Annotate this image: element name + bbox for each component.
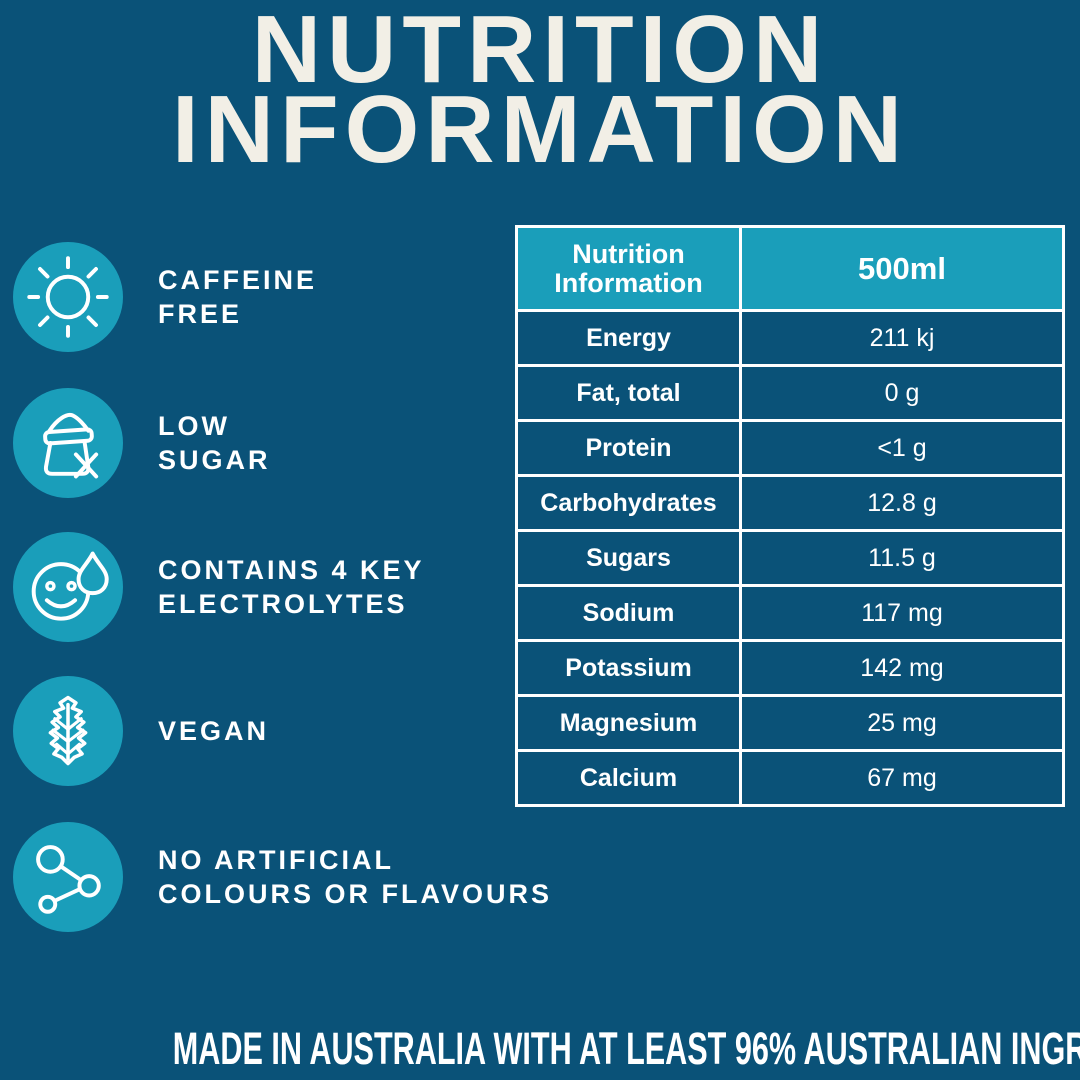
row-label: Calcium (515, 749, 742, 807)
feature-label-vegan: VEGAN (158, 714, 269, 748)
feature-caffeine-free: CAFFEINE FREE (13, 242, 317, 352)
page-title-line2: INFORMATION (171, 76, 909, 183)
table-row: Fat, total 0 g (515, 364, 1065, 422)
feature-no-artificial-line2: COLOURS OR FLAVOURS (158, 879, 552, 909)
feature-no-artificial-line1: NO ARTIFICIAL (158, 845, 394, 875)
row-value: 117 mg (739, 584, 1065, 642)
row-value: 211 kj (739, 309, 1065, 367)
feature-caffeine-free-line2: FREE (158, 299, 243, 329)
table-row: Sugars 11.5 g (515, 529, 1065, 587)
nutrition-table: Nutrition Information 500ml Energy 211 k… (515, 225, 1065, 807)
table-header-serving: 500ml (739, 225, 1065, 312)
page-title: NUTRITION INFORMATION (0, 0, 1080, 183)
feature-label-no-artificial: NO ARTIFICIAL COLOURS OR FLAVOURS (158, 843, 552, 911)
row-label: Fat, total (515, 364, 742, 422)
feature-low-sugar-line2: SUGAR (158, 445, 271, 475)
table-header-row: Nutrition Information 500ml (515, 225, 1065, 312)
page-title-line1: NUTRITION (251, 0, 829, 103)
table-row: Magnesium 25 mg (515, 694, 1065, 752)
feature-vegan-line1: VEGAN (158, 716, 270, 746)
smiley-droplet-icon (13, 532, 123, 642)
feature-low-sugar: LOW SUGAR (13, 388, 271, 498)
molecule-icon (13, 822, 123, 932)
table-row: Energy 211 kj (515, 309, 1065, 367)
table-row: Calcium 67 mg (515, 749, 1065, 807)
row-label: Sodium (515, 584, 742, 642)
sun-icon (13, 242, 123, 352)
table-row: Carbohydrates 12.8 g (515, 474, 1065, 532)
table-header-title-line2: Information (554, 267, 703, 298)
feature-no-artificial: NO ARTIFICIAL COLOURS OR FLAVOURS (13, 822, 552, 932)
row-value: 67 mg (739, 749, 1065, 807)
row-label: Protein (515, 419, 742, 477)
table-row: Protein <1 g (515, 419, 1065, 477)
row-label: Energy (515, 309, 742, 367)
feature-electrolytes-line1: CONTAINS 4 KEY (158, 555, 425, 585)
row-value: 0 g (739, 364, 1065, 422)
row-label: Magnesium (515, 694, 742, 752)
feature-electrolytes-line2: ELECTROLYTES (158, 589, 408, 619)
row-value: 11.5 g (739, 529, 1065, 587)
table-row: Potassium 142 mg (515, 639, 1065, 697)
table-row: Sodium 117 mg (515, 584, 1065, 642)
row-label: Sugars (515, 529, 742, 587)
feature-caffeine-free-line1: CAFFEINE (158, 265, 317, 295)
row-value: <1 g (739, 419, 1065, 477)
feature-label-electrolytes: CONTAINS 4 KEY ELECTROLYTES (158, 553, 425, 621)
table-header-title: Nutrition Information (515, 225, 742, 312)
feature-electrolytes: CONTAINS 4 KEY ELECTROLYTES (13, 532, 425, 642)
row-value: 12.8 g (739, 474, 1065, 532)
leaf-icon (13, 676, 123, 786)
feature-low-sugar-line1: LOW (158, 411, 230, 441)
footer-claim: MADE IN AUSTRALIA WITH AT LEAST 96% AUST… (172, 1023, 1080, 1074)
sugar-bag-icon (13, 388, 123, 498)
row-label: Carbohydrates (515, 474, 742, 532)
table-header-title-line1: Nutrition (572, 238, 685, 269)
row-label: Potassium (515, 639, 742, 697)
row-value: 142 mg (739, 639, 1065, 697)
feature-label-low-sugar: LOW SUGAR (158, 409, 271, 477)
feature-label-caffeine-free: CAFFEINE FREE (158, 263, 317, 331)
feature-vegan: VEGAN (13, 676, 269, 786)
row-value: 25 mg (739, 694, 1065, 752)
